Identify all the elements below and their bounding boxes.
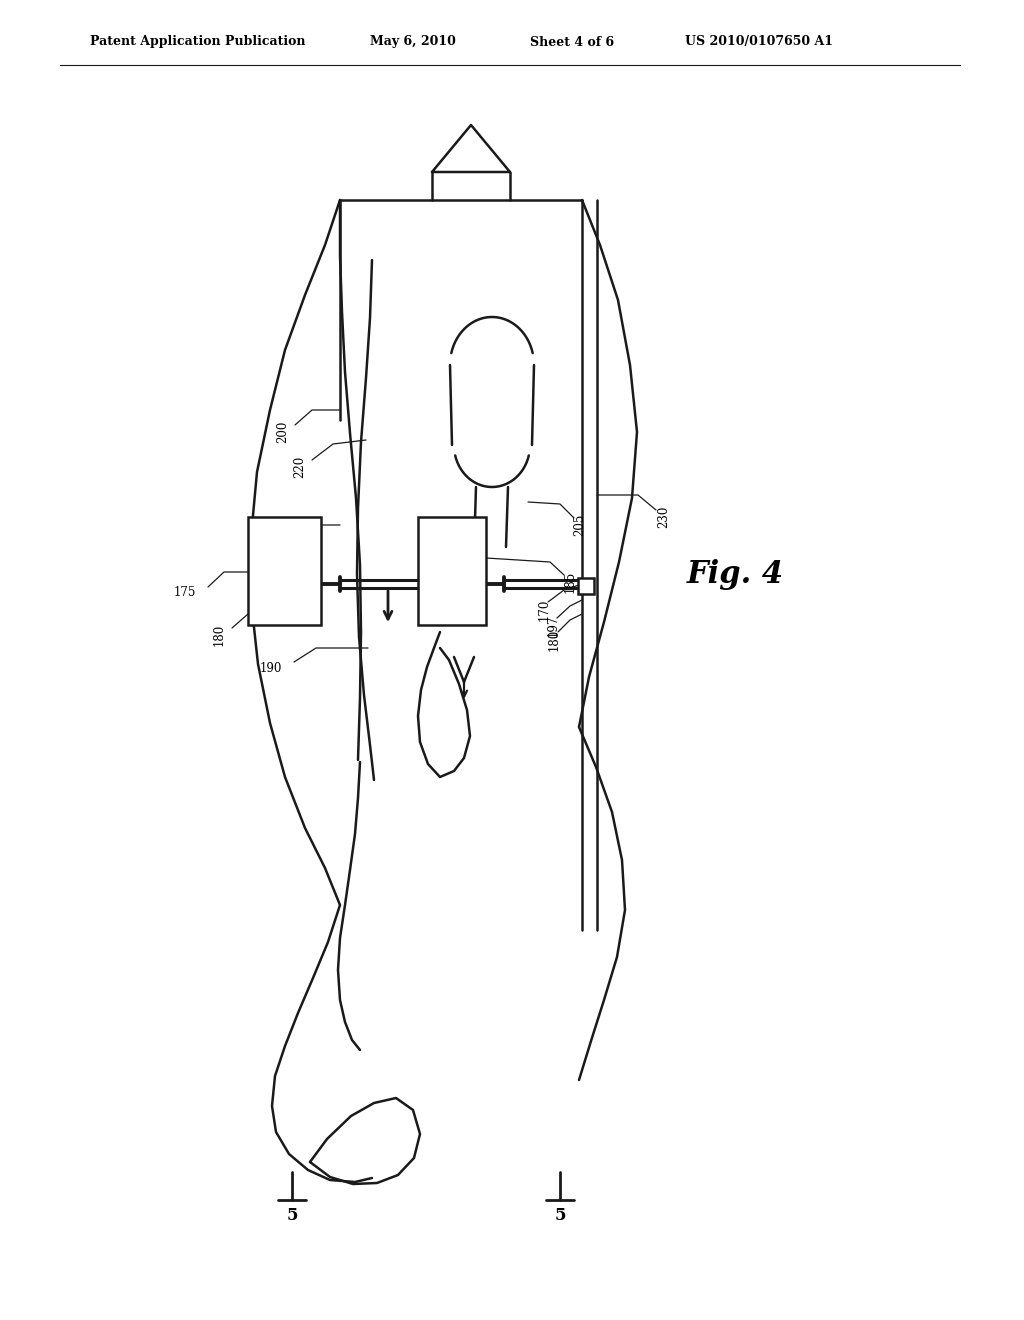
Text: Patent Application Publication: Patent Application Publication	[90, 36, 305, 49]
Text: 220: 220	[294, 455, 306, 478]
Text: 185: 185	[563, 570, 577, 593]
Text: 197: 197	[547, 615, 559, 638]
Text: US 2010/0107650 A1: US 2010/0107650 A1	[685, 36, 833, 49]
Text: 5: 5	[287, 1208, 298, 1225]
Bar	[248, 517, 321, 624]
Text: 202: 202	[254, 536, 266, 558]
Text: 180: 180	[213, 624, 225, 645]
Text: Sheet 4 of 6: Sheet 4 of 6	[530, 36, 614, 49]
Text: 180: 180	[548, 628, 560, 651]
Text: 190: 190	[260, 663, 282, 676]
Text: 170: 170	[538, 599, 551, 622]
Text: Fig. 4: Fig. 4	[686, 560, 783, 590]
Bar	[418, 517, 486, 624]
Text: 5: 5	[554, 1208, 565, 1225]
Text: 205: 205	[573, 513, 587, 536]
Text: 195: 195	[258, 594, 271, 616]
Text: 175: 175	[174, 586, 196, 599]
Text: May 6, 2010: May 6, 2010	[370, 36, 456, 49]
Text: 200: 200	[276, 421, 290, 444]
Bar	[578, 578, 594, 594]
Text: 230: 230	[657, 506, 671, 528]
